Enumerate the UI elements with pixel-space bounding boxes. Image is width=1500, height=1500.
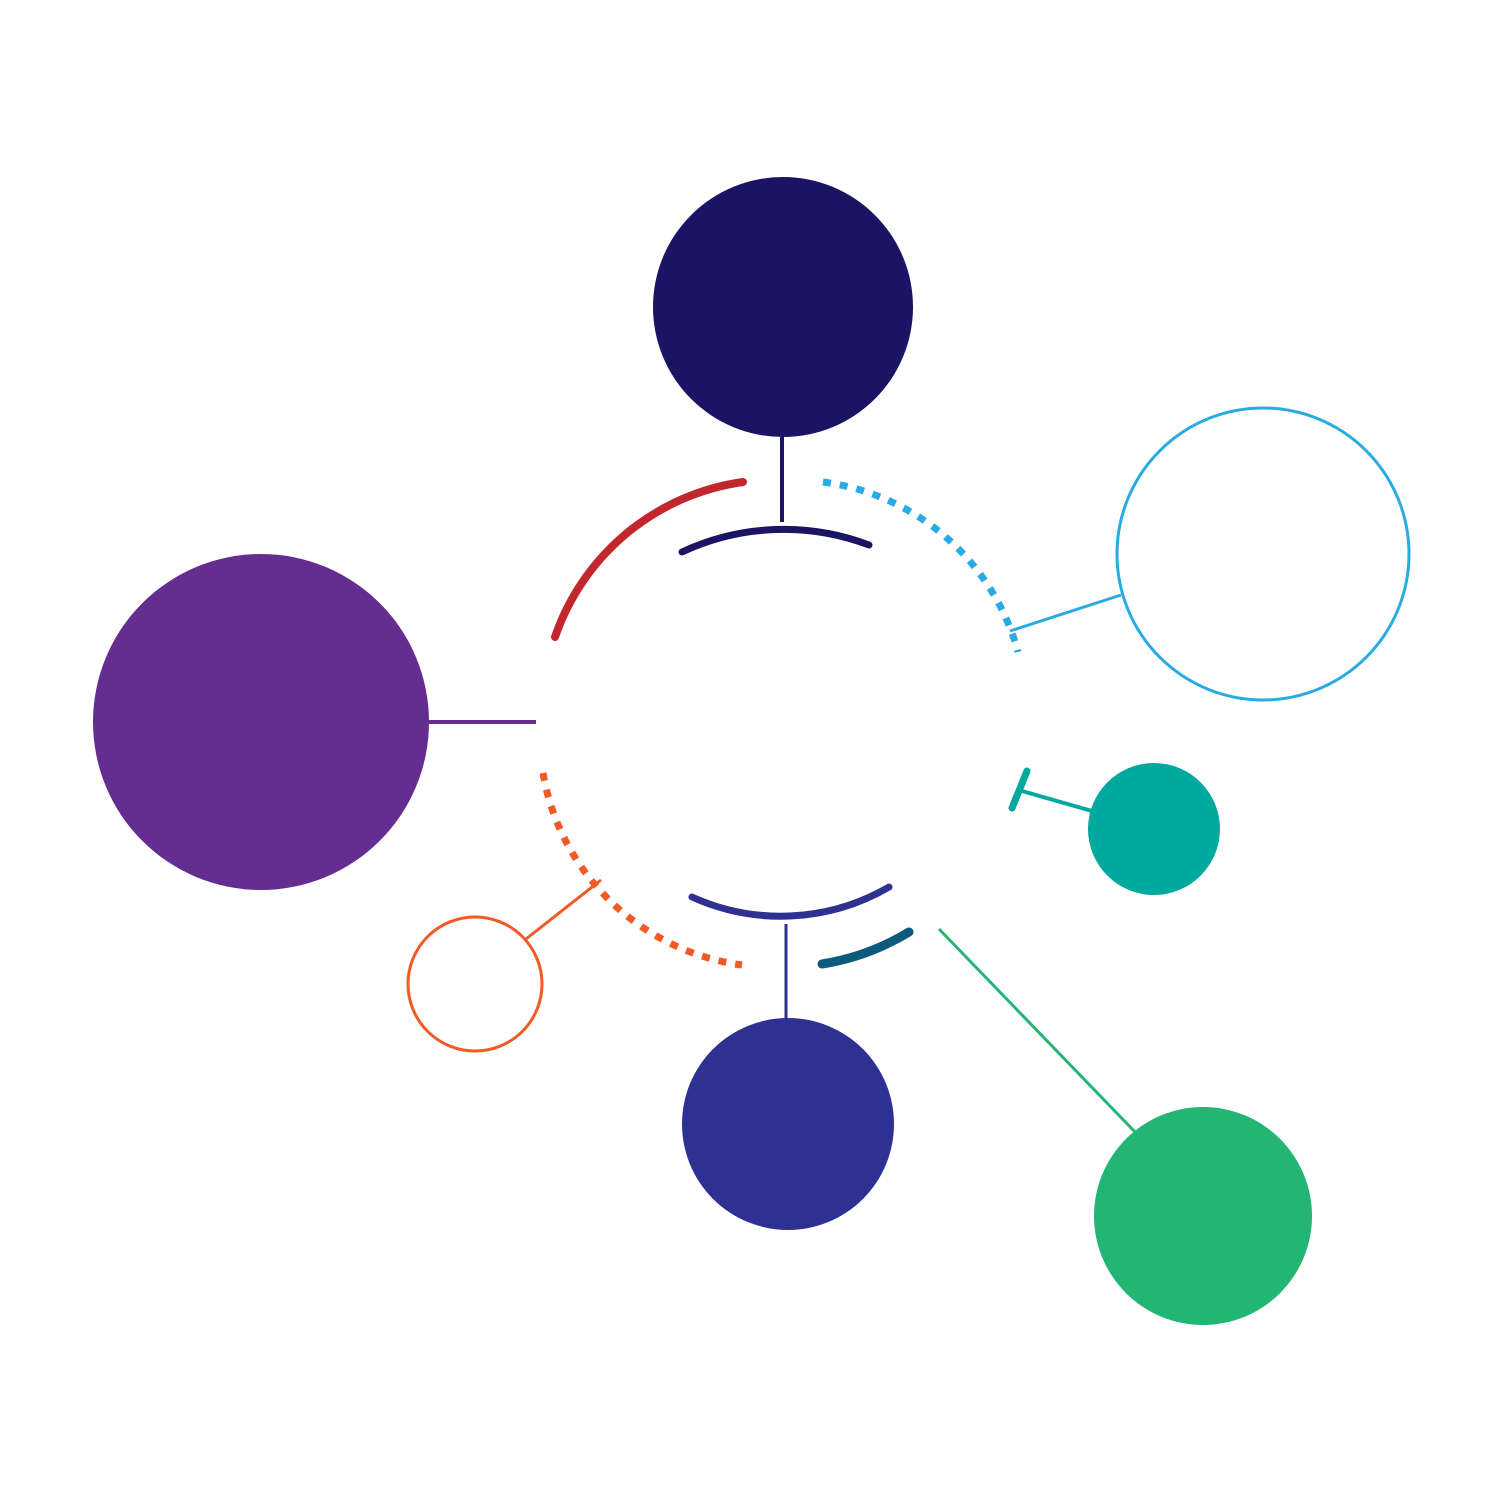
hub-arc-bottom-inner — [688, 883, 893, 920]
hub-arc-bottom-right — [817, 927, 914, 969]
node-left — [93, 554, 429, 890]
node-bottom-right — [1094, 1107, 1312, 1325]
connector-lower-left-node — [525, 878, 602, 941]
hub-arc-top-inner — [678, 525, 873, 556]
node-top — [653, 177, 913, 437]
hub-tick-right — [1008, 767, 1031, 812]
hub-arc-top-right-dotted — [822, 478, 1022, 653]
node-right — [1088, 763, 1220, 895]
node-lower-left — [406, 915, 544, 1053]
connector-bottom-right-node — [937, 927, 1138, 1135]
hub-arc-top-left — [551, 478, 747, 641]
connector-right-node — [1021, 789, 1093, 813]
node-upper-right — [1115, 406, 1411, 702]
hub-arc-bottom-left-dotted — [539, 772, 743, 969]
node-bottom — [682, 1018, 894, 1230]
connector-upper-right-node — [1009, 593, 1122, 633]
